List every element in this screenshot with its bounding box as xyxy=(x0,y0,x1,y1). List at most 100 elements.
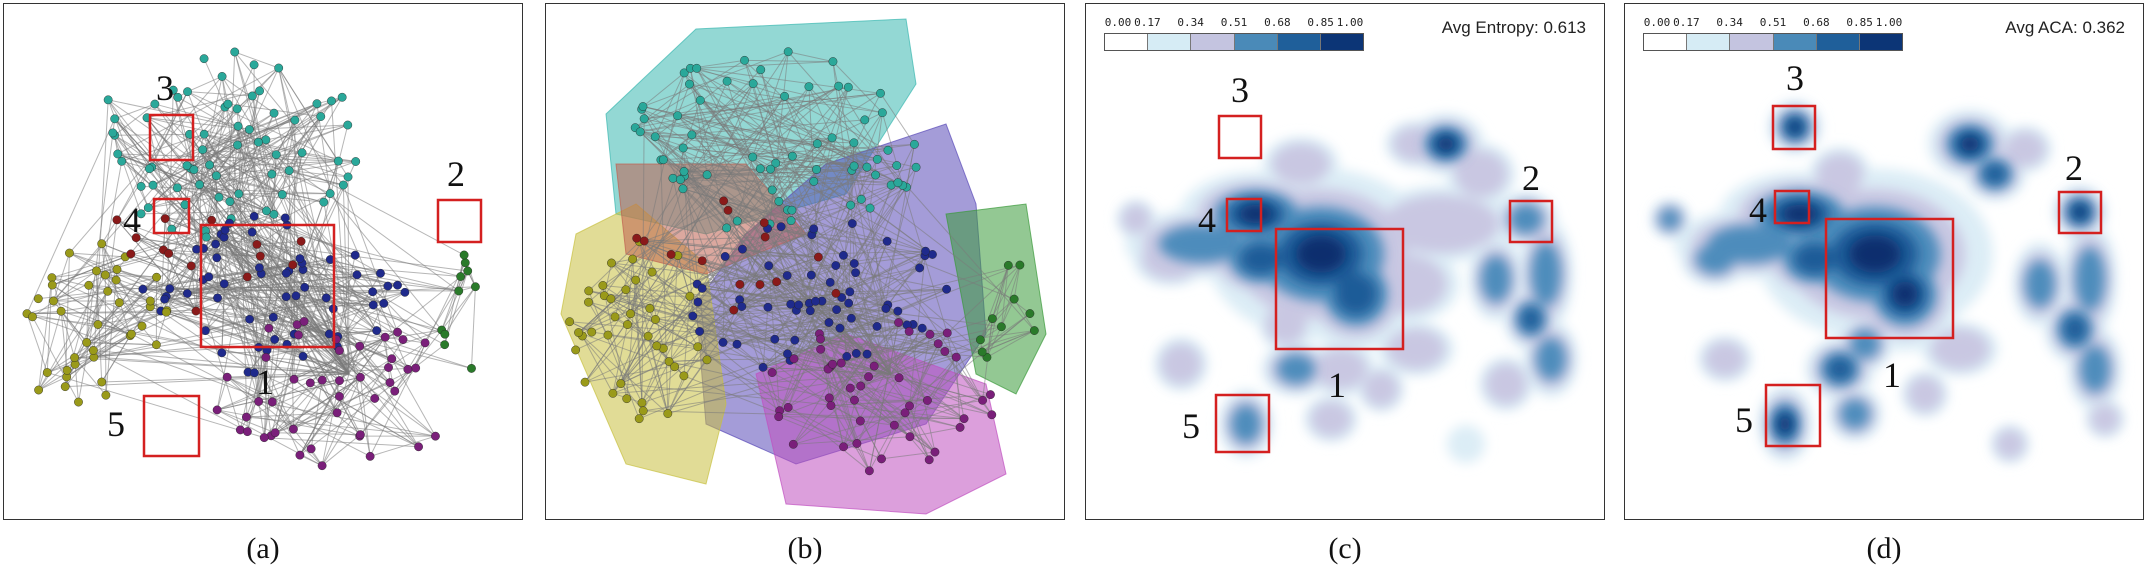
graph-node xyxy=(732,216,742,226)
graph-node xyxy=(816,334,825,344)
graph-node xyxy=(459,250,469,260)
graph-node xyxy=(639,236,649,246)
graph-node xyxy=(284,166,294,176)
graph-node xyxy=(211,239,220,249)
graph-node xyxy=(904,327,914,336)
graph-node xyxy=(889,420,899,430)
graph-node xyxy=(233,140,242,150)
graph-node xyxy=(214,192,224,202)
graph-node xyxy=(942,284,951,294)
graph-node xyxy=(809,224,819,234)
graph-node xyxy=(905,432,915,442)
graph-node xyxy=(321,293,331,303)
graph-node xyxy=(312,99,322,109)
graph-node xyxy=(718,338,728,347)
graph-node xyxy=(305,378,315,388)
graph-node xyxy=(862,349,872,359)
graph-node xyxy=(783,47,793,57)
graph-node xyxy=(230,47,240,57)
graph-node xyxy=(143,203,153,213)
graph-node xyxy=(56,306,66,316)
graph-node xyxy=(289,424,298,434)
graph-node xyxy=(292,320,302,330)
graph-node xyxy=(685,291,695,301)
graph-node xyxy=(191,306,201,316)
graph-node xyxy=(834,81,844,91)
graph-node xyxy=(638,406,648,416)
graph-node xyxy=(137,321,147,331)
graph-node xyxy=(852,439,862,448)
density-layer xyxy=(1779,121,2086,433)
graph-node xyxy=(289,374,299,384)
graph-node xyxy=(756,65,766,75)
graph-node xyxy=(997,322,1006,332)
region-label-1: 1 xyxy=(1328,365,1346,405)
graph-node xyxy=(351,157,361,166)
graph-node xyxy=(760,232,770,242)
region-box-1 xyxy=(1824,217,1955,340)
graph-node xyxy=(335,346,344,355)
graph-node xyxy=(110,114,120,124)
graph-node xyxy=(259,433,269,443)
graph-node xyxy=(150,99,160,109)
graph-node xyxy=(1009,294,1019,304)
graph-node xyxy=(126,329,136,339)
graph-node xyxy=(693,342,703,352)
graph-node xyxy=(212,253,222,263)
graph-node xyxy=(213,293,222,303)
graph-node xyxy=(234,189,244,199)
graph-node xyxy=(1015,260,1025,270)
graph-node xyxy=(247,91,257,101)
colorbar-tick: 1.00 xyxy=(1336,16,1364,29)
region-box-5 xyxy=(1214,393,1271,454)
graph-node xyxy=(270,428,280,438)
colorbar-swatch xyxy=(1190,34,1234,50)
graph-node xyxy=(325,189,335,198)
graph-node xyxy=(651,315,660,324)
graph-node xyxy=(65,248,74,258)
graph-node xyxy=(414,442,423,452)
graph-node xyxy=(186,261,196,271)
graph-node xyxy=(872,154,882,164)
density-layer xyxy=(1239,137,1455,273)
graph-node xyxy=(324,329,334,339)
graph-node xyxy=(290,115,300,125)
graph-node xyxy=(647,267,657,277)
graph-node xyxy=(317,461,327,471)
graph-node xyxy=(978,395,987,405)
colorbar-tick: 0.17 xyxy=(1134,16,1161,29)
graph-node xyxy=(145,164,154,174)
colorbar-swatch xyxy=(1815,34,1859,50)
graph-node xyxy=(872,322,882,331)
colorbar-swatch xyxy=(1772,34,1816,50)
graph-node xyxy=(864,372,873,382)
region-box-3 xyxy=(1771,104,1817,151)
graph-node xyxy=(910,139,919,149)
graph-node xyxy=(893,306,903,316)
graph-node xyxy=(233,121,243,131)
region-label-4: 4 xyxy=(1198,200,1216,240)
graph-node xyxy=(764,261,774,271)
colorbar-swatch xyxy=(1686,34,1730,50)
graph-node xyxy=(249,60,259,70)
graph-node xyxy=(675,175,685,185)
graph-node xyxy=(882,236,892,246)
heatmap-c: 1 2 3 4 5 xyxy=(1117,70,1578,463)
graph-node xyxy=(598,281,608,290)
graph-node xyxy=(242,427,252,437)
graph-node xyxy=(782,271,792,280)
graph-node xyxy=(117,156,127,166)
graph-node xyxy=(584,297,593,307)
graph-node xyxy=(740,55,749,65)
region-label-1: 1 xyxy=(1883,355,1901,395)
graph-node xyxy=(697,256,707,266)
graph-node xyxy=(300,282,310,292)
graph-node xyxy=(368,300,378,310)
graph-node xyxy=(317,375,327,385)
region-box-2 xyxy=(1508,199,1554,244)
graph-node xyxy=(195,180,204,190)
graph-node xyxy=(295,450,305,460)
colorbar-swatch xyxy=(1105,34,1148,50)
graph-node xyxy=(786,216,796,226)
graph-node xyxy=(250,368,259,378)
